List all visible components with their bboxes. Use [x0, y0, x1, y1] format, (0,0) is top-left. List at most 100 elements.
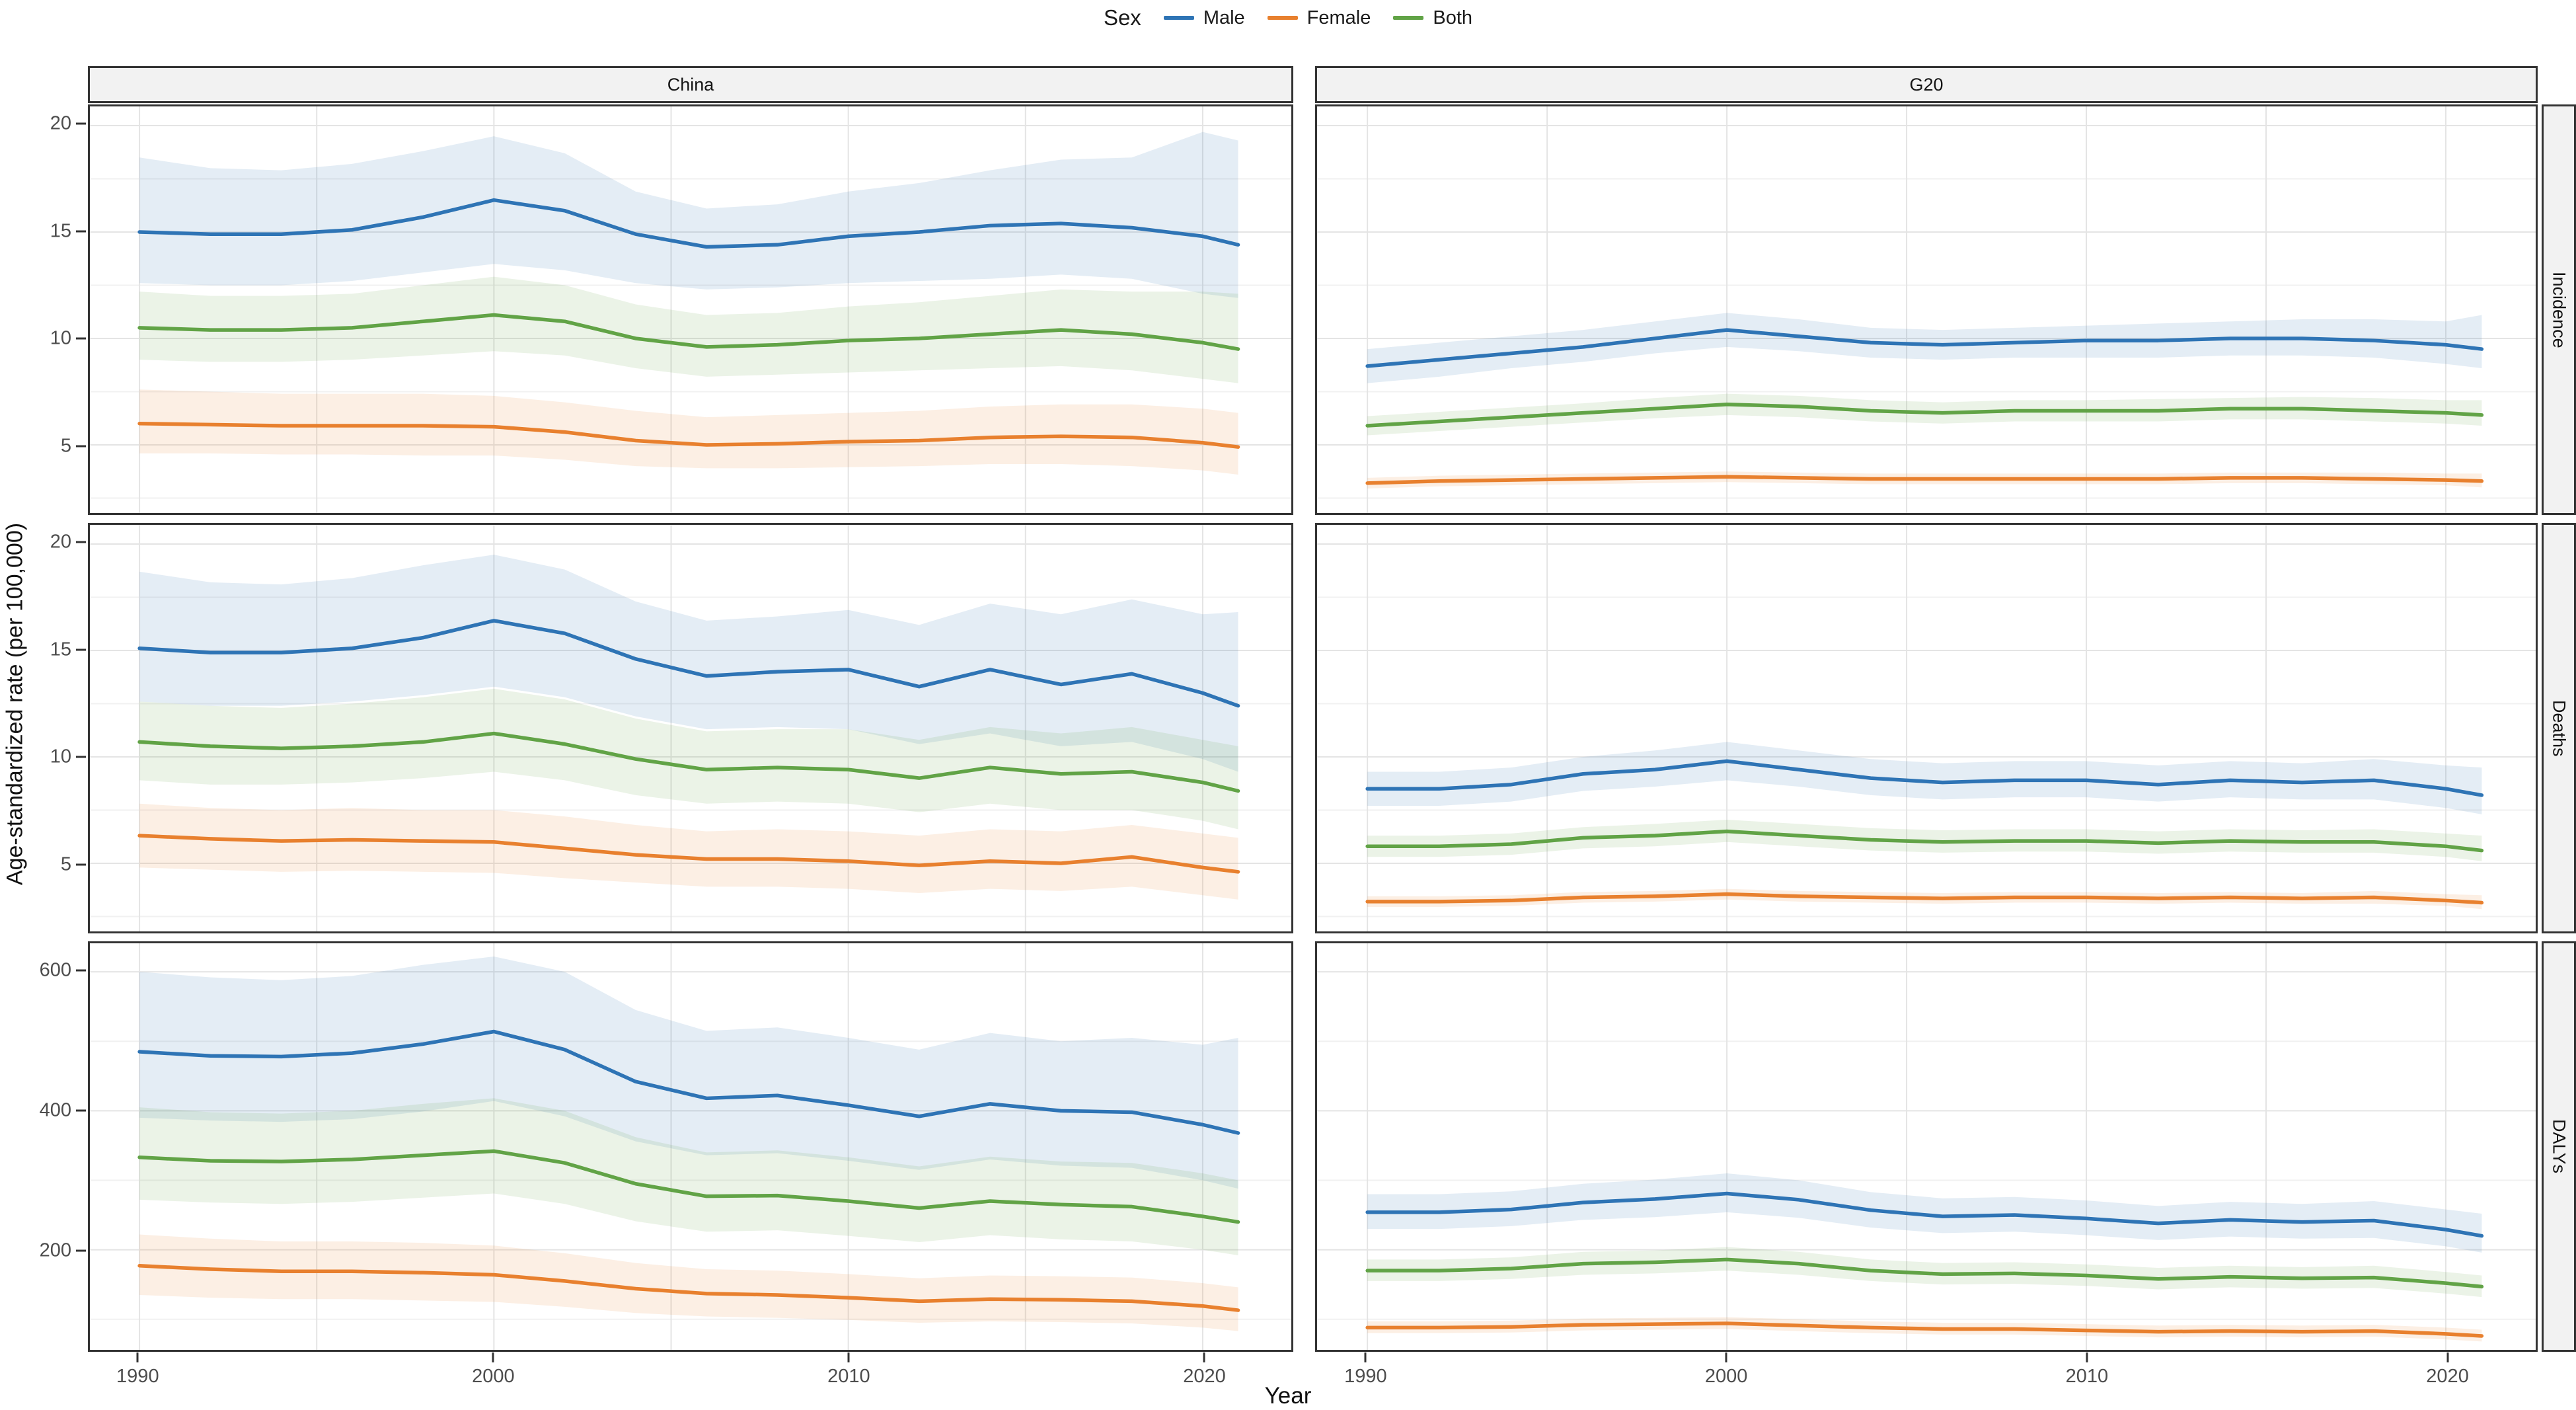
ci-band-both	[1367, 393, 2482, 436]
panel-plot-g20-deaths	[1317, 525, 2536, 931]
panel-plot-china-incidence	[90, 106, 1291, 513]
legend: Sex Male Female Both	[0, 3, 2576, 33]
ci-band-male	[139, 956, 1238, 1189]
panel-plot-g20-dalys	[1317, 943, 2536, 1350]
series-line-male	[1365, 328, 2484, 368]
y-tick-label: 600	[39, 959, 71, 981]
panel-g20-dalys	[1315, 941, 2538, 1352]
x-tick-mark	[847, 1352, 850, 1362]
x-axis-china: 1990 2000 2010 2020	[88, 1352, 1293, 1393]
facet-strip-deaths: Deaths	[2542, 523, 2576, 933]
y-tick-label: 400	[39, 1099, 71, 1121]
facet-strip-incidence: Incidence	[2542, 104, 2576, 515]
x-tick-mark	[1203, 1352, 1205, 1362]
legend-label-male: Male	[1203, 7, 1245, 28]
panel-plot-g20-incidence	[1317, 106, 2536, 513]
y-tick-label: 5	[60, 853, 71, 875]
y-tick-label: 15	[50, 220, 71, 242]
series-line-female	[137, 422, 1240, 449]
y-tick-mark	[76, 756, 86, 758]
y-tick-mark	[76, 1109, 86, 1112]
legend-label-female: Female	[1307, 7, 1371, 28]
both-line-swatch	[1393, 16, 1424, 20]
series-line-female	[137, 1264, 1240, 1312]
x-tick-mark	[2086, 1352, 2088, 1362]
legend-item-female: Female	[1267, 7, 1371, 29]
y-tick-label: 10	[50, 327, 71, 349]
facet-strip-dalys-label: DALYs	[2549, 1119, 2569, 1174]
ci-band-female	[139, 389, 1238, 475]
y-tick-mark	[76, 863, 86, 866]
series-line-male	[137, 1029, 1240, 1135]
legend-title: Sex	[1103, 5, 1141, 30]
ci-band-female	[139, 1234, 1238, 1331]
y-axis-title-text: Age-standardized rate (per 100,000)	[2, 522, 28, 886]
panel-china-dalys	[88, 941, 1293, 1352]
x-tick-label: 2000	[472, 1366, 515, 1387]
y-tick-mark	[76, 1249, 86, 1252]
y-tick-mark	[76, 337, 86, 340]
y-axis-title: Age-standardized rate (per 100,000)	[0, 46, 30, 1362]
ci-band-male	[1367, 1173, 2482, 1253]
y-tick-mark	[76, 122, 86, 125]
series-line-female	[1365, 1321, 2484, 1338]
series-line-male	[1365, 759, 2484, 797]
x-axis-title: Year	[1264, 1383, 1312, 1409]
ci-band-male	[139, 555, 1238, 772]
y-tick-mark	[76, 230, 86, 233]
series-line-female	[1365, 892, 2484, 905]
legend-item-both: Both	[1393, 7, 1472, 29]
series-line-male	[137, 198, 1240, 249]
x-tick-label: 1990	[1344, 1366, 1387, 1387]
ci-band-male	[1367, 313, 2482, 383]
panel-plot-china-deaths	[90, 525, 1291, 931]
ci-band-female	[139, 803, 1238, 900]
ci-band-both	[139, 1098, 1238, 1256]
ci-band-male	[139, 132, 1238, 298]
legend-label-both: Both	[1433, 7, 1473, 28]
x-tick-label: 1990	[116, 1366, 159, 1387]
panel-china-incidence	[88, 104, 1293, 515]
panel-china-deaths	[88, 523, 1293, 933]
x-tick-label: 2020	[1183, 1366, 1226, 1387]
x-axis-g20: 1990 2000 2010 2020	[1315, 1352, 2538, 1393]
y-tick-mark	[76, 969, 86, 972]
facet-strip-china: China	[88, 66, 1293, 103]
facet-strip-dalys: DALYs	[2542, 941, 2576, 1352]
male-line-swatch	[1163, 16, 1194, 20]
panel-plot-china-dalys	[90, 943, 1291, 1350]
facet-strip-g20: G20	[1315, 66, 2538, 103]
y-tick-mark	[76, 445, 86, 448]
panel-g20-incidence	[1315, 104, 2538, 515]
series-line-female	[1365, 475, 2484, 485]
facet-strip-china-label: China	[667, 74, 714, 95]
series-line-male	[1365, 1191, 2484, 1238]
series-line-both	[137, 1149, 1240, 1224]
female-line-swatch	[1267, 16, 1298, 20]
panel-g20-deaths	[1315, 523, 2538, 933]
y-tick-mark	[76, 541, 86, 543]
y-tick-label: 5	[60, 435, 71, 457]
x-tick-mark	[492, 1352, 494, 1362]
legend-item-male: Male	[1163, 7, 1245, 29]
series-line-both	[1365, 403, 2484, 428]
x-tick-mark	[136, 1352, 139, 1362]
y-tick-label: 20	[50, 112, 71, 134]
facet-strip-incidence-label: Incidence	[2549, 271, 2569, 348]
x-tick-label: 2000	[1704, 1366, 1748, 1387]
ci-band-both	[139, 276, 1238, 383]
y-axis-row-1: 20 15 10 5	[26, 104, 87, 515]
y-tick-label: 20	[50, 531, 71, 553]
x-tick-label: 2020	[2426, 1366, 2469, 1387]
x-tick-mark	[2446, 1352, 2449, 1362]
x-tick-mark	[1364, 1352, 1367, 1362]
facet-strip-deaths-label: Deaths	[2549, 699, 2569, 757]
y-tick-label: 15	[50, 639, 71, 660]
ci-band-both	[139, 688, 1238, 830]
facet-strip-g20-label: G20	[1909, 74, 1944, 95]
y-axis-row-2: 20 15 10 5	[26, 523, 87, 933]
series-line-female	[137, 834, 1240, 874]
series-line-male	[137, 619, 1240, 708]
y-axis-row-3: 600 400 200	[26, 941, 87, 1352]
